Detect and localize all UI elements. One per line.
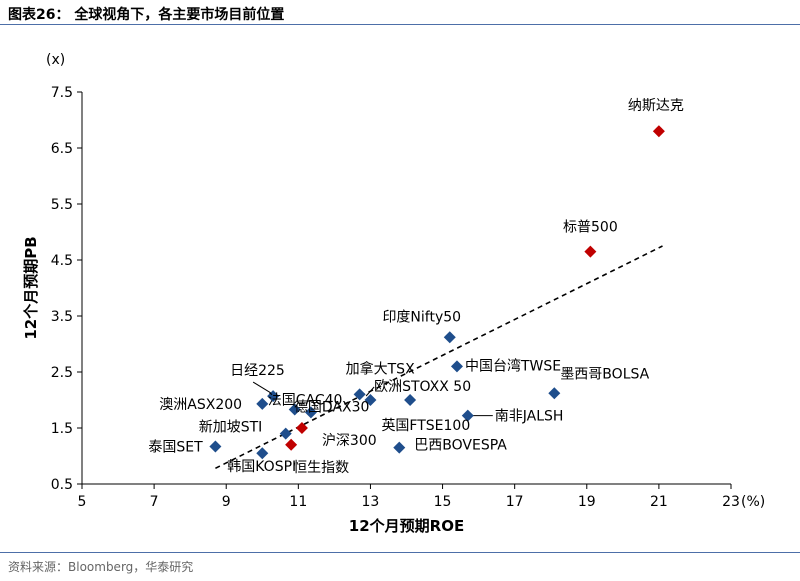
figure-title: 图表26： 全球视角下，各主要市场目前位置 — [8, 7, 285, 23]
x-tick-label: 15 — [434, 494, 452, 510]
y-axis-title: 12个月预期PB — [22, 236, 40, 339]
x-tick-label: 5 — [78, 494, 87, 510]
data-point — [256, 447, 269, 460]
data-point — [288, 403, 301, 416]
x-tick-label: 13 — [362, 494, 380, 510]
y-tick-label: 5.5 — [51, 197, 73, 213]
label-leader-line — [252, 381, 272, 394]
data-point — [285, 438, 298, 451]
data-point — [279, 427, 292, 440]
data-point — [548, 387, 561, 400]
data-label: 恒生指数 — [293, 460, 349, 476]
y-tick-label: 6.5 — [51, 141, 73, 157]
data-label: 泰国SET — [148, 439, 203, 455]
data-label: 澳洲ASX200 — [159, 397, 242, 413]
data-label: 韩国KOSPI — [227, 459, 296, 475]
y-tick-label: 4.5 — [51, 253, 73, 269]
data-label: 法国CAC40 — [268, 393, 343, 409]
data-label: 日经225 — [230, 363, 285, 379]
y-tick-label: 0.5 — [51, 477, 73, 493]
header-rule — [0, 24, 800, 25]
data-point — [404, 394, 417, 406]
data-label: 中国台湾TWSE — [465, 357, 561, 374]
data-point — [353, 388, 366, 401]
data-label: 南非JALSH — [495, 409, 564, 425]
y-tick-label: 3.5 — [51, 309, 73, 325]
data-label: 印度Nifty50 — [382, 309, 461, 325]
data-label: 标普500 — [563, 220, 618, 236]
data-label: 加拿大TSX — [346, 360, 415, 377]
x-tick-label: 23 — [722, 494, 740, 510]
data-label: 沪深300 — [322, 433, 377, 449]
data-label: 德国DAX30 — [294, 399, 370, 415]
data-label: 巴西BOVESPA — [414, 438, 507, 454]
data-point — [304, 406, 317, 419]
data-point — [443, 331, 456, 344]
x-tick-label: 9 — [222, 494, 231, 510]
data-label: 墨西哥BOLSA — [560, 366, 649, 382]
data-label: 欧洲STOXX 50 — [374, 379, 471, 395]
x-tick-label: 11 — [289, 494, 307, 510]
data-label: 新加坡STI — [199, 420, 263, 436]
data-point — [295, 422, 308, 434]
data-point — [461, 409, 474, 422]
data-point — [209, 440, 222, 453]
x-tick-label: 19 — [578, 494, 596, 510]
y-tick-label: 7.5 — [51, 85, 73, 101]
label-leader-line — [365, 386, 375, 397]
scatter-chart: 5 7 9 11 13 15 17 19 21 23 0.5 1.5 2.5 3.5 4.5 5.5 6.5 7.… — [22, 52, 765, 535]
x-axis-title: 12个月预期ROE — [349, 517, 464, 535]
data-point — [393, 441, 406, 454]
data-label: 英国FTSE100 — [381, 417, 470, 434]
y-tick-label: 2.5 — [51, 365, 73, 381]
x-tick-label: 7 — [150, 494, 159, 510]
figure-header: 图表26： 全球视角下，各主要市场目前位置 — [0, 0, 800, 26]
trendline — [215, 245, 663, 470]
x-tick-label: 21 — [650, 494, 668, 510]
data-point — [364, 394, 377, 406]
data-point — [652, 125, 665, 138]
data-point — [584, 245, 597, 258]
data-point — [450, 360, 463, 373]
source-note: 资料来源：Bloomberg，华泰研究 — [8, 560, 194, 574]
data-point — [267, 390, 280, 403]
footer-rule — [0, 552, 800, 553]
x-tick-label: 17 — [506, 494, 524, 510]
x-unit-label: (%) — [741, 494, 765, 510]
y-tick-label: 1.5 — [51, 421, 73, 437]
data-label: 纳斯达克 — [628, 98, 684, 114]
y-unit-label: (x) — [46, 52, 65, 68]
data-point — [256, 397, 269, 410]
